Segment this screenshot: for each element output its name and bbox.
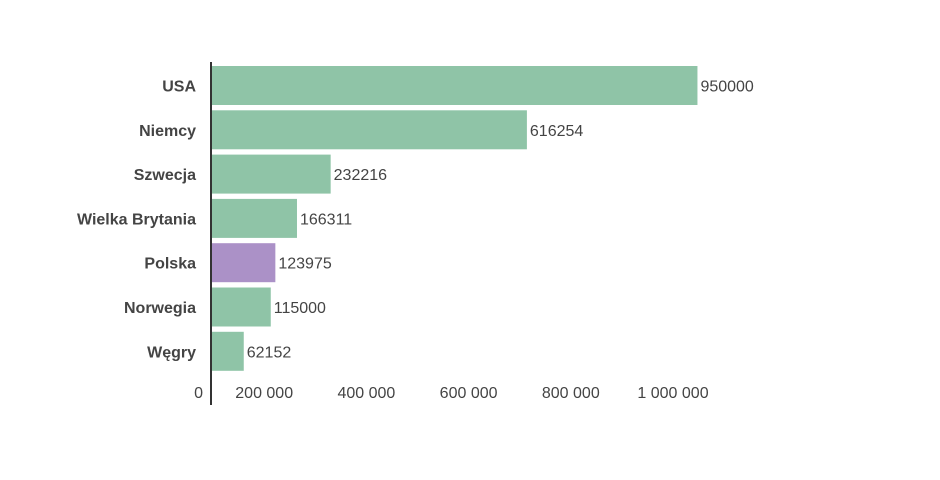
value-label-szwecja: 232216 [334,167,387,184]
x-tick-label-3: 600 000 [440,385,498,402]
value-label-wegry: 62152 [247,344,292,361]
x-tick-label-5: 1 000 000 [637,385,708,402]
value-label-wielka-brytania: 166311 [300,211,352,228]
bar-wielka-brytania [212,198,297,238]
bar-szwecja [212,154,331,194]
bar-usa [212,66,698,105]
value-label-niemcy: 616254 [530,123,583,140]
category-label-wegry: Węgry [147,344,196,361]
bar-niemcy [212,110,527,150]
bar-wegry [212,331,244,371]
labels-layer: USA 950000 Niemcy 616254 Szwecja 232216 Wielka… [77,79,754,362]
category-label-niemcy: Niemcy [139,123,196,140]
value-label-polska: 123975 [278,256,331,273]
category-label-polska: Polska [144,256,196,273]
category-label-norwegia: Norwegia [124,300,196,317]
ticks-layer: 0 200 000 400 000 600 000 800 000 1 000 000 [194,385,709,402]
x-tick-label-4: 800 000 [542,385,600,402]
category-label-szwecja: Szwecja [134,167,196,184]
bar-polska [212,243,276,283]
category-label-usa: USA [162,79,196,96]
x-tick-label-2: 400 000 [337,385,395,402]
value-label-usa: 950000 [700,79,753,96]
value-label-norwegia: 115000 [274,300,326,317]
category-label-wielka-brytania: Wielka Brytania [77,211,196,228]
bar-norwegia [212,287,271,327]
x-tick-label-1: 200 000 [235,385,293,402]
x-tick-label-0: 0 [194,385,203,402]
bars-layer [212,66,698,371]
